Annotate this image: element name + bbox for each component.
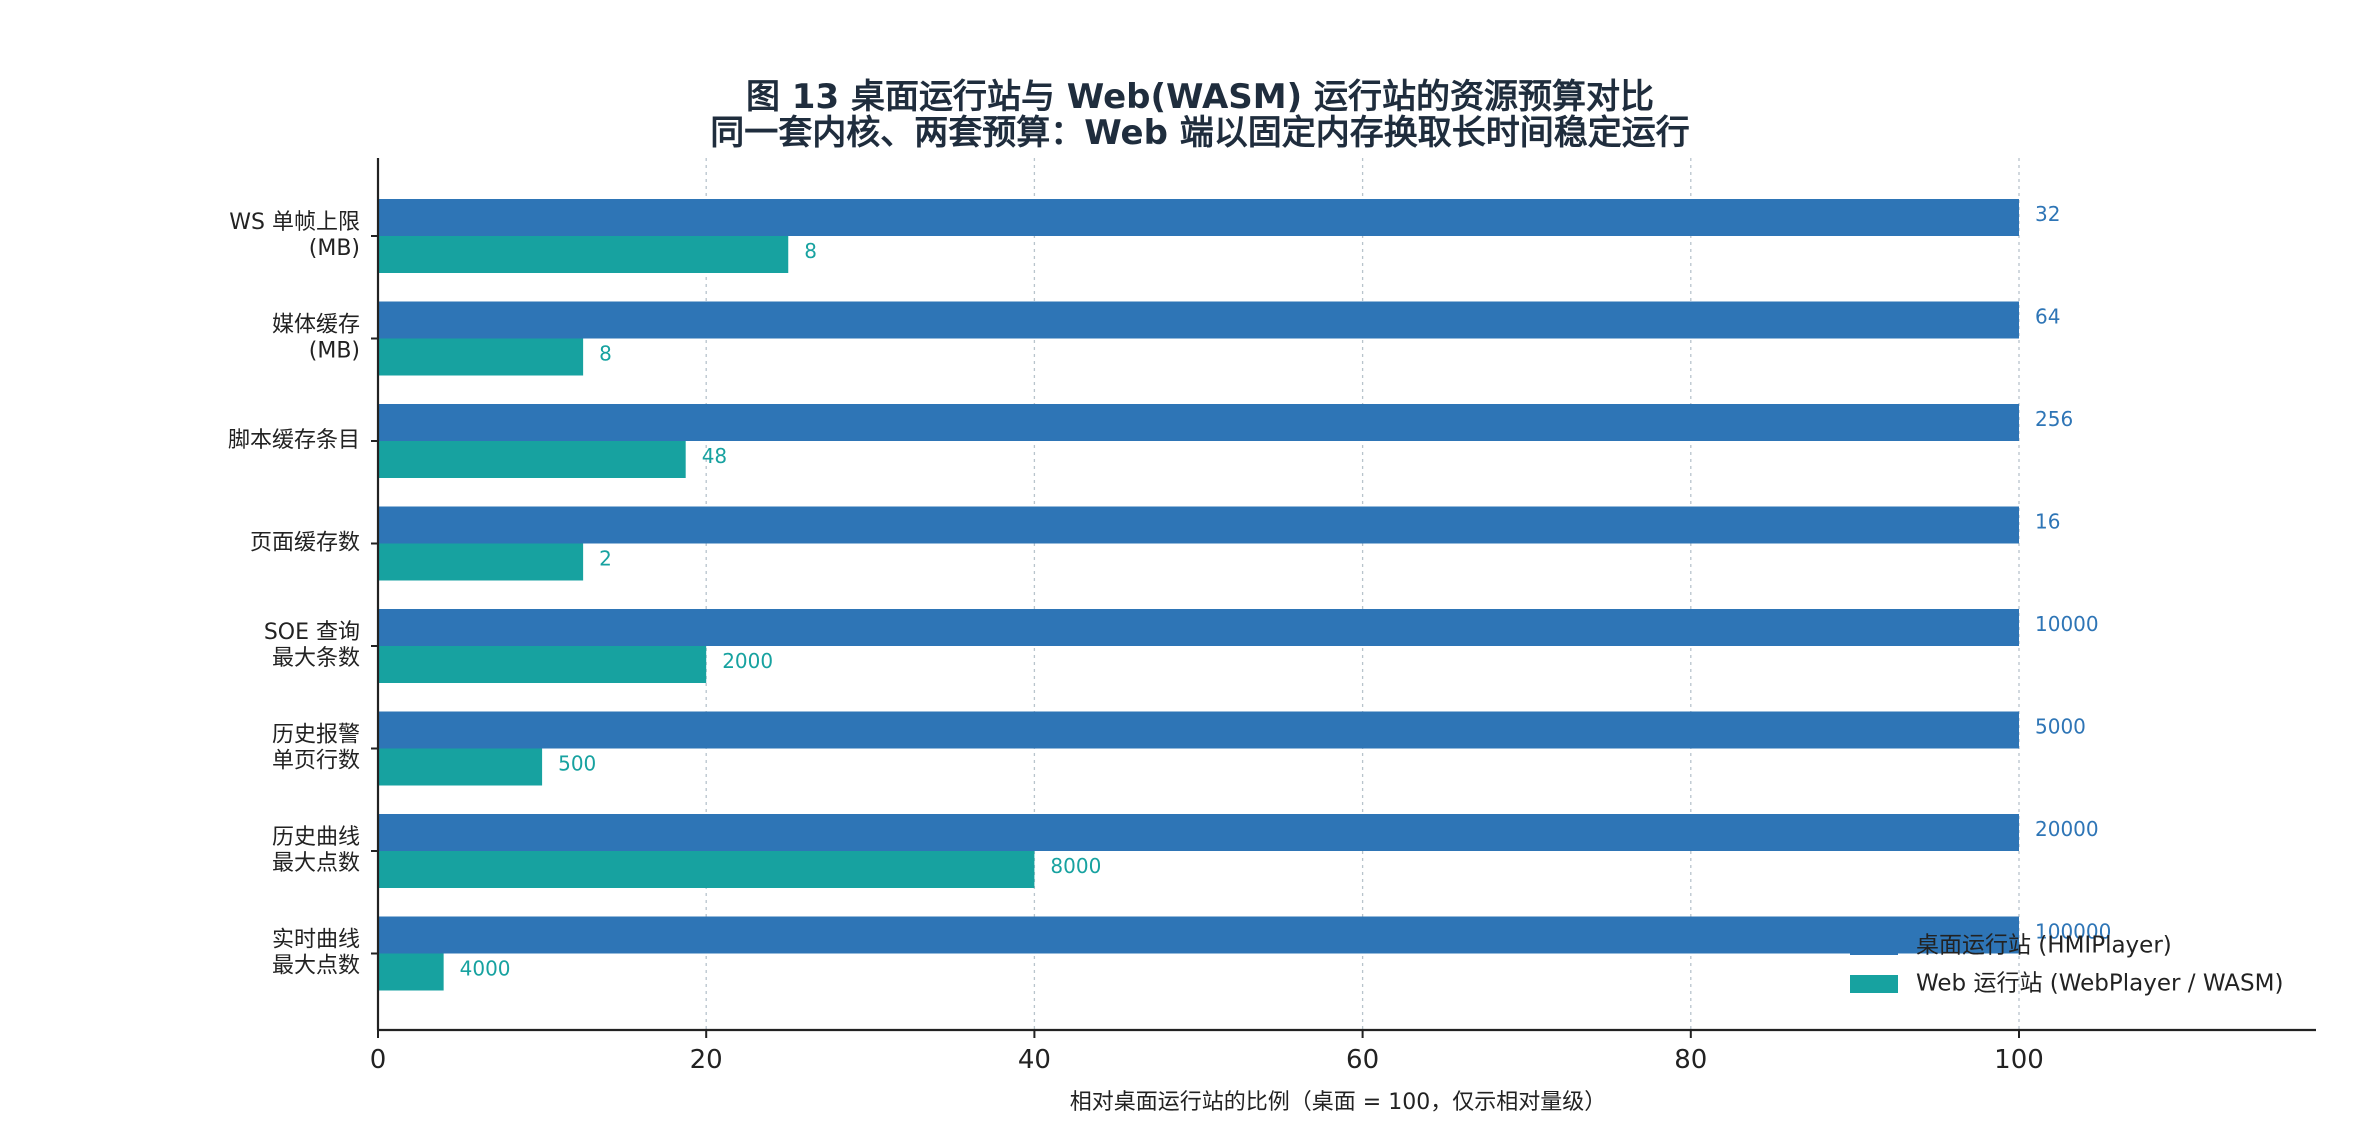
value-label: 32 bbox=[2035, 202, 2060, 226]
value-label: 16 bbox=[2035, 510, 2060, 534]
value-label: 8 bbox=[599, 342, 612, 366]
category-label: WS 单帧上限 bbox=[229, 210, 360, 235]
legend-label: 桌面运行站 (HMIPlayer) bbox=[1916, 933, 2172, 959]
category-label: 页面缓存数 bbox=[250, 531, 360, 556]
value-label: 100000 bbox=[2035, 920, 2111, 944]
desktop-bar bbox=[378, 916, 2019, 954]
desktop-bar bbox=[378, 814, 2019, 851]
value-label: 500 bbox=[558, 752, 596, 776]
value-label: 48 bbox=[702, 444, 727, 468]
category-label: 单页行数 bbox=[272, 749, 360, 774]
desktop-bar bbox=[378, 609, 2019, 646]
value-label: 10000 bbox=[2035, 612, 2099, 636]
grid-lines bbox=[705, 158, 2020, 1030]
desktop-bar bbox=[378, 506, 2019, 544]
category-label: 历史曲线 bbox=[272, 825, 360, 850]
web-bar bbox=[378, 851, 1035, 888]
category-label: 脚本缓存条目 bbox=[228, 428, 360, 453]
value-label: 256 bbox=[2035, 407, 2073, 431]
category-label: 媒体缓存 bbox=[272, 313, 360, 338]
value-label: 8 bbox=[804, 239, 817, 263]
category-label: 最大点数 bbox=[272, 851, 360, 876]
web-bar bbox=[378, 748, 543, 786]
legend-swatch bbox=[1850, 975, 1898, 993]
bars bbox=[378, 199, 2019, 991]
web-bar bbox=[378, 543, 584, 581]
value-label: 20000 bbox=[2035, 817, 2099, 841]
web-bar bbox=[378, 646, 707, 683]
desktop-bar bbox=[378, 199, 2019, 236]
web-bar bbox=[378, 441, 686, 478]
desktop-bar bbox=[378, 301, 2019, 339]
category-label: 最大条数 bbox=[272, 646, 360, 671]
web-bar bbox=[378, 236, 789, 273]
legend-label: Web 运行站 (WebPlayer / WASM) bbox=[1916, 971, 2283, 997]
legend: 桌面运行站 (HMIPlayer) Web 运行站 (WebPlayer / WA… bbox=[1850, 933, 2283, 997]
desktop-bar bbox=[378, 404, 2019, 441]
category-label: 历史报警 bbox=[272, 723, 360, 748]
web-bar bbox=[378, 953, 444, 991]
x-axis-label: 相对桌面运行站的比例（桌面 = 100，仅示相对量级） bbox=[1070, 1090, 1606, 1115]
x-tick-label: 100 bbox=[1994, 1045, 2044, 1075]
value-label: 2 bbox=[599, 547, 612, 571]
desktop-bar bbox=[378, 711, 2019, 749]
x-tick-label: 80 bbox=[1674, 1045, 1707, 1075]
legend-swatch bbox=[1850, 937, 1898, 955]
x-tick-label: 40 bbox=[1018, 1045, 1051, 1075]
category-label: (MB) bbox=[309, 339, 360, 364]
value-label: 5000 bbox=[2035, 715, 2086, 739]
web-bar bbox=[378, 338, 584, 376]
category-label: 实时曲线 bbox=[272, 928, 360, 953]
axes: 0 20 40 60 80 100 bbox=[370, 158, 2316, 1075]
value-label: 4000 bbox=[460, 957, 511, 981]
x-tick-label: 20 bbox=[690, 1045, 723, 1075]
value-label: 8000 bbox=[1050, 854, 1101, 878]
category-label: 最大点数 bbox=[272, 954, 360, 979]
chart-subtitle: 同一套内核、两套预算：Web 端以固定内存换取长时间稳定运行 bbox=[710, 113, 1690, 153]
value-label: 2000 bbox=[722, 649, 773, 673]
category-label: (MB) bbox=[309, 236, 360, 261]
x-tick-label: 60 bbox=[1346, 1045, 1379, 1075]
x-tick-label: 0 bbox=[370, 1045, 387, 1075]
category-label: SOE 查询 bbox=[264, 620, 360, 645]
value-label: 64 bbox=[2035, 305, 2060, 329]
chart-title: 图 13 桌面运行站与 Web(WASM) 运行站的资源预算对比 bbox=[746, 77, 1654, 117]
